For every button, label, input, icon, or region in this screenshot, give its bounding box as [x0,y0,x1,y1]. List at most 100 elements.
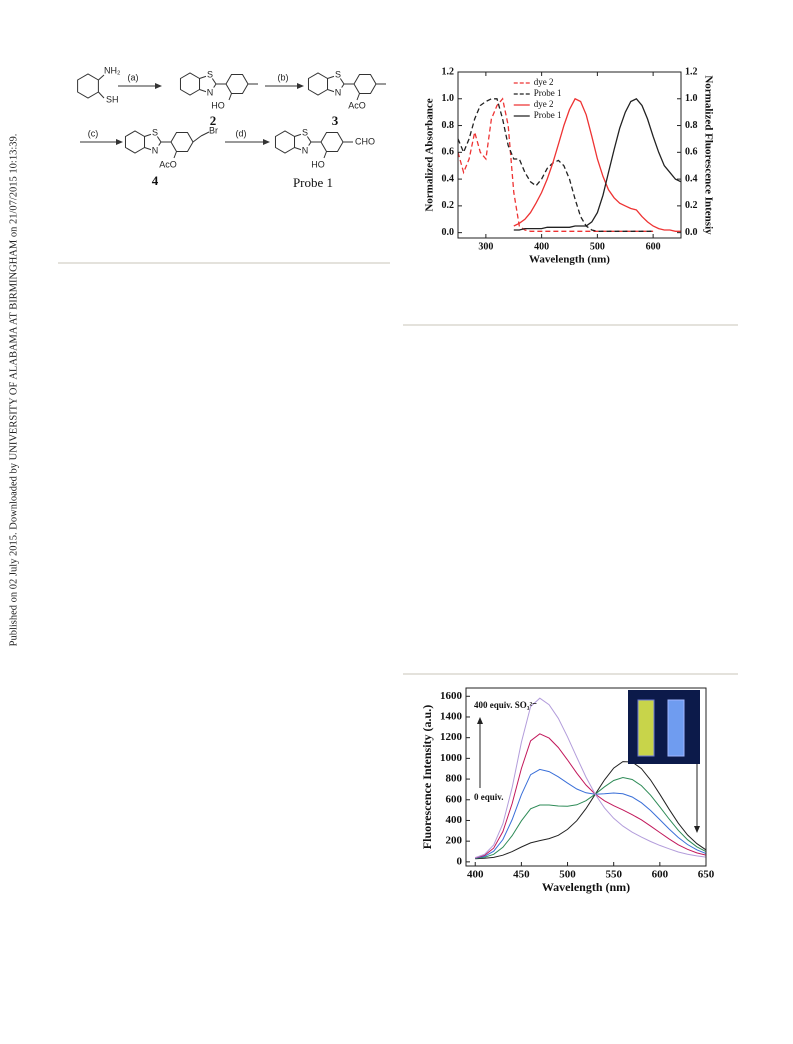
y2-tick-label: 1.2 [685,66,698,77]
bond [173,151,177,159]
legend-label: Probe 1 [534,110,562,120]
label: AcO [159,159,177,169]
y-tick-label: 200 [446,835,463,847]
bond [228,93,232,101]
compound-number: 3 [332,113,339,128]
cuvette [667,699,685,757]
compound-name: Probe 1 [293,175,333,190]
y-tick-label: 0 [457,855,463,867]
ring [294,132,312,152]
x-tick-label: 500 [559,869,576,881]
ring [327,74,345,94]
annotation: 400 equiv. SO₃²⁻ [474,700,537,710]
data-line [475,761,706,860]
plot-area [458,97,681,232]
sidebar: Published on 02 July 2015. Downloaded by… [8,134,19,647]
label: SH [106,94,119,104]
chart: 300 400 500 600 0.0 0.2 0.4 0.6 0.8 1.0 1.2 0.0 0.2 0… [424,66,715,265]
y-tick-label: 0.0 [442,227,455,238]
label: CHO [355,136,375,146]
cuvette [637,699,655,757]
y-tick-label: 400 [446,814,463,826]
y2-tick-label: 1.0 [685,93,698,104]
x-tick-label: 400 [534,241,549,252]
label: (a) [128,72,139,82]
y-tick-label: 1200 [440,731,463,743]
data-line [513,97,681,231]
x-tick-label: 600 [652,869,669,881]
legend-label: dye 2 [534,99,554,109]
data-line [458,97,654,232]
label: HO [211,100,225,110]
ring [225,73,249,95]
frame [457,71,682,239]
atom-label: S [152,127,158,137]
scheme: NH₂ SH (a) 2 HO (b) 3 AcO (c) Br 4 AcO (… [77,65,386,190]
x-axis-label: Wavelength (nm) [529,254,610,266]
y2-tick-label: 0.0 [685,227,698,238]
legend-label: Probe 1 [534,88,562,98]
atom-label: N [207,87,214,97]
arrows [80,85,300,143]
atom-label: N [152,145,159,155]
atom-label: S [335,69,341,79]
y2-tick-label: 0.2 [685,200,698,211]
x-tick-label: 500 [590,241,605,252]
x-tick-label: 650 [698,869,715,881]
ring [320,131,344,153]
arrowhead [297,83,304,89]
x-tick-label: 600 [646,241,661,252]
y2-tick-label: 0.4 [685,173,698,184]
label: AcO [348,100,366,110]
bond [356,93,360,101]
label: (b) [278,72,289,82]
label: Br [209,125,218,135]
bond [98,74,105,81]
data-line [475,776,706,859]
atom-label: S [302,127,308,137]
arrowhead [116,139,123,145]
frame [465,687,707,867]
compound-number: 2 [210,113,217,128]
bond [323,151,327,159]
y-tick-label: 1.2 [442,66,455,77]
ring [170,131,194,153]
x-tick-label: 550 [605,869,622,881]
y-tick-label: 0.8 [442,120,455,131]
bond [200,131,210,137]
annotation-arrowhead [477,717,483,724]
y-axis-label: Fluorescence Intensity (a.u.) [420,705,434,849]
data-line [458,98,654,232]
y-tick-label: 1600 [440,690,463,702]
data-line [475,768,706,859]
y-axis-label: Normalized Absorbance [424,98,436,211]
x-tick-label: 400 [467,869,484,881]
arrowheads [116,83,304,145]
y-tick-label: 0.2 [442,200,455,211]
bond [192,135,202,143]
data-line [513,97,681,232]
atom-label: S [207,69,213,79]
label: HO [311,159,325,169]
label: (c) [88,128,99,138]
y-tick-label: 0.6 [442,147,455,158]
atom-label: N [302,145,309,155]
y-tick-label: 600 [446,793,463,805]
y2-axis-label: Normalized Fluorescence Intensiy [702,75,714,235]
ring [144,132,162,152]
ring [77,73,99,99]
y2-tick-label: 0.6 [685,147,698,158]
data-line [475,733,706,859]
atom-label: N [335,87,342,97]
x-tick-label: 450 [513,869,530,881]
y2-tick-label: 0.8 [685,120,698,131]
data-line [475,697,706,859]
ring [353,73,377,95]
chart: 400 450 500 550 600 650 0 200 400 600 800 1000 1200 1… [420,687,715,894]
y-tick-label: 0.4 [442,173,455,184]
label: NH₂ [104,65,121,75]
y-tick-label: 1400 [440,711,463,723]
compound-number: 4 [152,173,159,188]
